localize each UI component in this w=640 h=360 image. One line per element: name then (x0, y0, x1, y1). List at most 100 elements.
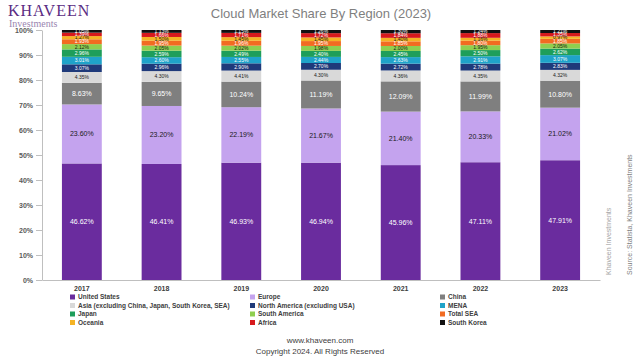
data-label: 8.63% (72, 90, 92, 97)
source-note: Source: Statista, Khaveen Investments (626, 154, 633, 275)
bar-segment (221, 57, 261, 63)
legend-swatch (70, 312, 75, 317)
legend-swatch (440, 295, 445, 300)
x-tick: 2021 (393, 280, 409, 292)
x-tick-label: 2023 (552, 285, 568, 292)
data-label: 2.78% (473, 64, 488, 70)
bar-segment (381, 112, 421, 166)
x-tick-label: 2019 (233, 285, 249, 292)
data-label: 4.30% (314, 72, 329, 78)
legend-entry: South America (250, 310, 304, 317)
legend-label: MENA (448, 302, 467, 309)
bar-segment (381, 57, 421, 64)
bar-segment (540, 160, 580, 280)
bar-segment (301, 163, 341, 280)
legend-label: Africa (258, 319, 277, 326)
y-tick-mark (36, 105, 42, 106)
bar-segment (540, 55, 580, 63)
series (62, 160, 580, 280)
data-label: 2.40% (314, 51, 329, 57)
data-label: 22.19% (229, 131, 253, 138)
y-tick-label: 20% (19, 227, 34, 234)
legend-swatch (250, 295, 255, 300)
data-label: 4.41% (234, 73, 249, 79)
bar-segment (62, 57, 102, 65)
bar-segment (62, 163, 102, 280)
y-tick-label: 50% (19, 152, 34, 159)
legend-label: Oceania (78, 319, 104, 326)
data-label: 45.96% (389, 219, 413, 226)
legend-swatch (440, 312, 445, 317)
legend-label: Europe (258, 293, 281, 301)
legend-label: South Korea (448, 319, 487, 326)
bar-segment (221, 63, 261, 70)
x-tick-label: 2020 (313, 285, 329, 292)
y-tick-label: 10% (19, 252, 34, 259)
data-label: 2.60% (154, 57, 169, 63)
legend-swatch (440, 320, 445, 325)
bar-segment (301, 81, 341, 109)
legend-swatch (70, 295, 75, 300)
series (62, 70, 580, 83)
y-tick: 90% (19, 52, 42, 59)
bar-segment (540, 43, 580, 48)
legend: United StatesEuropeChinaAsia (excluding … (70, 293, 487, 326)
y-tick-mark (36, 30, 42, 31)
y-tick-label: 100% (15, 27, 34, 34)
y-tick: 0% (23, 277, 42, 284)
y-tick-mark (36, 280, 42, 281)
bar-segment (301, 70, 341, 81)
legend-entry: Africa (250, 319, 277, 326)
bar-segment (142, 46, 182, 51)
data-label: 46.41% (150, 218, 174, 225)
bar-segment (461, 50, 501, 56)
y-tick: 80% (19, 77, 42, 84)
data-labels: 46.62%46.41%46.93%46.94%45.96%47.11%47.9… (70, 28, 572, 226)
bar-segment (461, 111, 501, 162)
legend-swatch (440, 303, 445, 308)
bar-segment (142, 164, 182, 280)
bar-segment (381, 64, 421, 71)
bar-segment (142, 51, 182, 57)
data-label: 2.90% (234, 64, 249, 70)
bar-segment (62, 104, 102, 163)
data-label: 10.24% (229, 91, 253, 98)
legend-label: South America (258, 310, 304, 317)
data-label: 21.40% (389, 135, 413, 142)
data-label: 4.32% (553, 72, 568, 78)
data-label: 4.35% (473, 73, 488, 79)
legend-entry: South Korea (440, 319, 487, 326)
y-tick-label: 90% (19, 52, 34, 59)
y-axis: 0%10%20%30%40%50%60%70%80%90%100% (15, 27, 42, 284)
bar-segment (142, 82, 182, 106)
data-label: 21.02% (548, 130, 572, 137)
data-label: 2.63% (394, 57, 409, 63)
data-label: 20.33% (469, 133, 493, 140)
series (62, 81, 580, 112)
bar-segment (221, 107, 261, 162)
bar-segment (142, 64, 182, 71)
data-label: 2.96% (154, 64, 169, 70)
legend-swatch (70, 303, 75, 308)
y-tick: 60% (19, 127, 42, 134)
legend-entry: Total SEA (440, 310, 479, 317)
footer-copyright: Copyright 2024. All Rights Reserved (256, 347, 385, 356)
data-label: 23.60% (70, 130, 94, 137)
y-tick: 70% (19, 102, 42, 109)
legend-entry: Oceania (70, 319, 104, 326)
bar-segment (540, 49, 580, 56)
data-label: 2.70% (314, 63, 329, 69)
y-tick-label: 40% (19, 177, 34, 184)
bar-segment (62, 49, 102, 56)
bar-segment (540, 81, 580, 108)
bar-segment (461, 81, 501, 111)
data-label: 1.24% (473, 28, 488, 34)
y-tick: 100% (15, 27, 42, 34)
data-label: 2.55% (234, 57, 249, 63)
chart-root: KHAVEENInvestmentsCloud Market Share By … (0, 0, 640, 360)
legend-swatch (250, 312, 255, 317)
legend-entry: MENA (440, 302, 467, 309)
bar-segment (221, 51, 261, 57)
x-tick: 2022 (473, 280, 489, 292)
legend-label: Japan (78, 310, 97, 318)
